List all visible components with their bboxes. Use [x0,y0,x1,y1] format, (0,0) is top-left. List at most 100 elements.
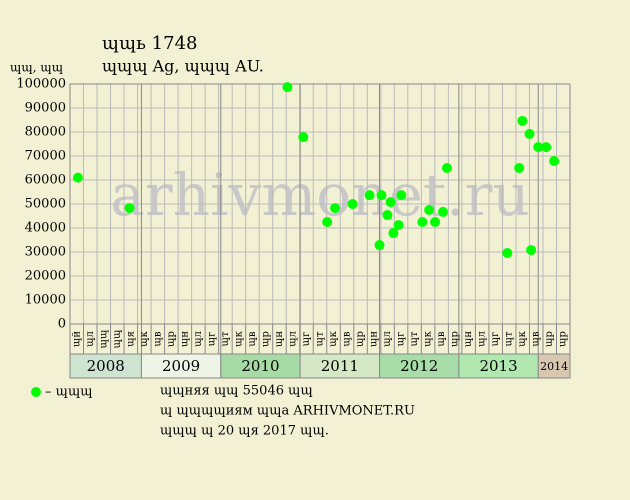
period-label: ɰр [558,331,569,347]
data-point [417,217,428,227]
period-label: ɰл [477,331,488,347]
year-band [379,353,460,379]
legend-label: – ɰɰɰ [45,385,93,400]
data-point [533,142,544,153]
period-label: ɰв [531,331,542,346]
data-point [382,210,393,221]
period-label: ɰл [85,331,96,347]
data-point [322,217,333,227]
year-band [220,353,301,379]
data-point [72,172,83,183]
data-point [502,247,513,258]
period-label: ɰв [152,331,163,346]
period-label: ɰк [423,330,434,346]
y-tick-label: 0 [58,317,66,332]
y-tick-label: 40000 [25,221,66,236]
period-label: ɰл [287,331,298,347]
period-label: ɰт [220,331,231,346]
data-point [514,163,525,173]
data-point [393,220,404,231]
year-label: 2013 [479,357,517,375]
data-point [430,217,441,227]
period-label: ɰт [315,331,326,346]
period-label: ɰг [301,332,312,347]
year-band [140,353,222,379]
year-band [69,353,142,379]
period-label: ɰн [463,331,474,347]
period-label: ɰр [355,331,366,347]
y-tick-label: 20000 [25,269,66,284]
y-tick-label: 10000 [25,293,66,308]
y-tick-label: 100000 [16,77,66,92]
period-label: ɰр [166,331,177,347]
data-point [374,240,385,251]
period-label: ɰн [274,331,285,347]
y-tick-label: 30000 [25,245,66,260]
y-tick-label: 60000 [25,173,66,188]
period-label: ɰр [260,331,271,347]
y-tick-label: 50000 [25,197,66,212]
period-label: ɰн [179,331,190,347]
y-tick-label: 90000 [25,101,66,116]
year-label: 2009 [162,357,200,375]
period-label: ɰв [436,331,447,346]
data-point [347,199,358,209]
note: ɰ ɰɰɰɰиям ɰɰа ARHIVMONET.RU [160,404,415,419]
period-label: ɰр [450,331,461,347]
data-point [441,163,452,173]
data-point [396,190,407,201]
data-point [517,115,528,126]
period-label: ɰл [193,331,204,347]
data-point [330,203,341,214]
period-label: ɰв [342,331,353,346]
period-label: ɰг [396,332,407,347]
period-label: ɰр [544,331,555,347]
period-label: ɰт [504,331,515,346]
year-band [458,353,539,379]
data-point [385,197,396,208]
data-point [298,132,309,143]
period-label: ɰя [125,331,136,347]
data-point [524,128,535,139]
period-label: ɰк [328,330,339,346]
period-label: ɰй [71,331,82,347]
data-point [376,190,387,201]
year-label: 2012 [400,357,438,375]
data-point [124,203,135,214]
y-axis-label: ɰɰ, ɰɰ [10,61,63,75]
period-label: ɰɰ [98,329,109,348]
period-label: ɰг [206,332,217,347]
data-point [364,190,375,201]
period-label: ɰɰ [112,329,123,348]
note: ɰɰняя ɰɰ 55046 ɰɰ [160,384,313,399]
note: ɰɰɰ ɰ 20 ɰя 2017 ɰɰ. [160,424,329,439]
period-label: ɰк [233,330,244,346]
data-point [438,206,449,217]
watermark: arhivmonet.ru [110,161,529,229]
year-label: 2008 [87,357,125,375]
year-label: 2010 [241,357,279,375]
y-tick-label: 70000 [25,149,66,164]
year-label: 2014 [540,360,568,373]
period-label: ɰв [247,331,258,346]
data-point [526,245,537,256]
year-band [299,353,381,379]
y-tick-label: 80000 [25,125,66,140]
year-label: 2011 [321,357,359,375]
year-band [537,353,571,379]
data-point [549,156,560,167]
legend-marker [31,387,41,397]
period-label: ɰк [517,330,528,346]
period-label: ɰг [490,332,501,347]
period-label: ɰк [139,330,150,346]
data-point [388,228,399,239]
period-label: ɰл [382,331,393,347]
data-point [282,82,293,93]
chart-subtitle: ɰɰɰ Ag, ɰɰɰ AU. [102,57,264,76]
chart-title: ɰɰь 1748 [102,33,197,54]
data-point [541,142,552,153]
period-label: ɰн [369,331,380,347]
data-point [424,205,435,215]
